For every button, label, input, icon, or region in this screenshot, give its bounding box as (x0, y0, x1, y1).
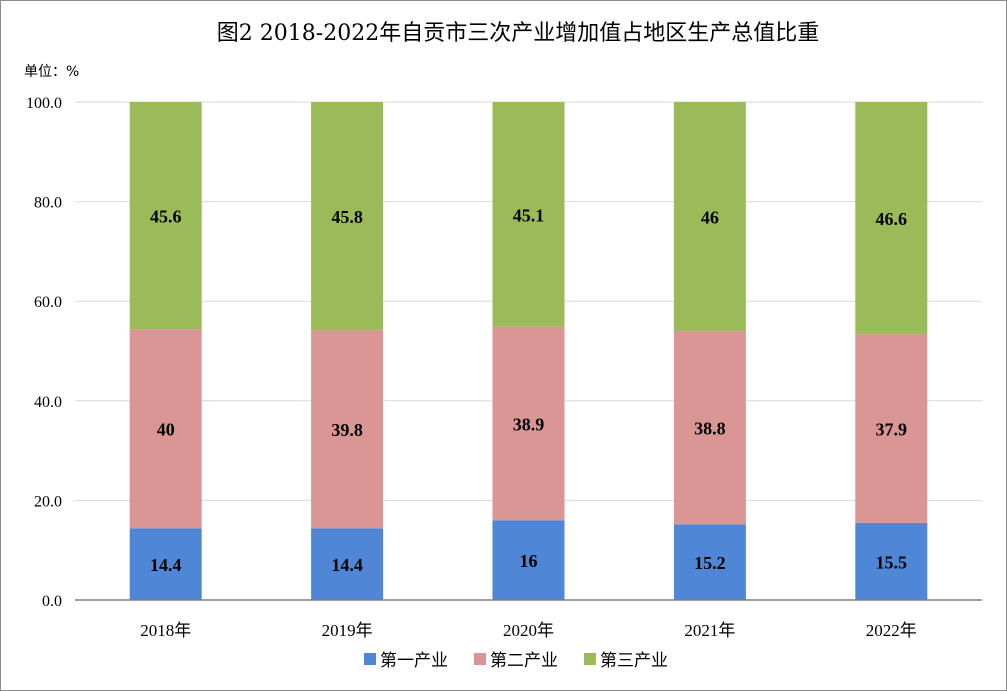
x-tick-label: 2019年 (322, 621, 373, 640)
legend-swatch (584, 653, 596, 665)
legend-swatch (364, 653, 376, 665)
y-tick-label: 60.0 (34, 294, 62, 311)
bar-segment (492, 102, 565, 327)
data-label: 45.6 (150, 207, 182, 227)
bar-segment (673, 331, 746, 525)
bar-segment (311, 528, 384, 600)
bars: 14.4 40 45.6 14.4 39.8 45.8 16 38.9 45.1 15.2 38.8… (129, 102, 928, 600)
legend-label: 第一产业 (380, 651, 448, 671)
data-label: 46.6 (876, 209, 908, 229)
y-tick-label: 40.0 (34, 394, 62, 411)
unit-label: 单位：% (24, 64, 79, 80)
legend: 第一产业 第二产业 第三产业 (364, 651, 668, 671)
bar-segment (492, 520, 565, 600)
x-tick-label: 2018年 (140, 621, 191, 640)
data-label: 45.1 (513, 205, 545, 225)
legend-swatch (474, 653, 486, 665)
data-label: 38.9 (513, 414, 545, 434)
legend-label: 第三产业 (600, 651, 668, 671)
x-tick-label: 2022年 (866, 621, 917, 640)
data-label: 46 (701, 208, 719, 228)
bar-segment (492, 326, 565, 521)
x-axis-ticks: 2018年 2019年 2020年 2021年 2022年 (140, 621, 917, 640)
bar-segment (673, 102, 746, 332)
data-label: 45.8 (331, 207, 363, 227)
x-tick-label: 2021年 (684, 621, 735, 640)
data-label: 37.9 (876, 419, 908, 439)
bar-segment (129, 102, 202, 330)
bar-segment (855, 522, 928, 600)
data-label: 14.4 (150, 555, 182, 575)
chart-title: 图2 2018-2022年自贡市三次产业增加值占地区生产总值比重 (217, 21, 819, 46)
bar-segment (855, 102, 928, 335)
y-tick-label: 80.0 (34, 195, 62, 212)
bar-segment (129, 329, 202, 529)
bar-segment (673, 524, 746, 600)
data-label: 39.8 (331, 420, 363, 440)
x-tick-label: 2020年 (503, 621, 554, 640)
bar-segment (129, 528, 202, 600)
data-label: 15.5 (876, 552, 908, 572)
y-tick-label: 100.0 (26, 95, 62, 112)
y-tick-label: 20.0 (34, 493, 62, 510)
bar-segment (311, 102, 384, 331)
data-label: 16 (520, 551, 538, 571)
y-tick-label: 0.0 (42, 593, 62, 610)
data-label: 15.2 (694, 553, 726, 573)
data-label: 40 (157, 420, 175, 440)
legend-label: 第二产业 (490, 651, 558, 671)
data-label: 14.4 (331, 555, 363, 575)
bar-segment (311, 330, 384, 529)
y-axis-ticks: 0.0 20.0 40.0 60.0 80.0 100.0 (26, 95, 62, 610)
data-label: 38.8 (694, 419, 726, 439)
bar-segment (855, 334, 928, 523)
